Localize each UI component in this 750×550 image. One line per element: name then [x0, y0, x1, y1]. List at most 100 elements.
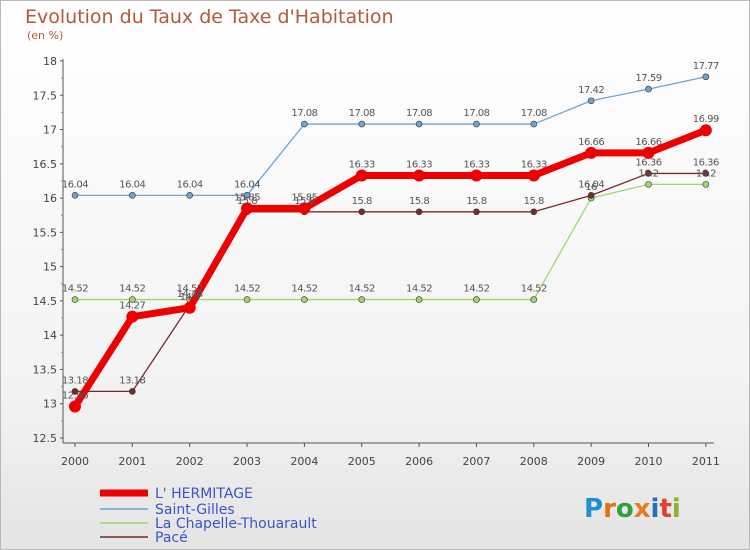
series-point-0 — [699, 124, 712, 137]
series-point-2 — [645, 181, 652, 188]
series-point-1 — [587, 97, 595, 105]
series-point-0 — [585, 146, 598, 159]
data-label-0: 16.33 — [406, 159, 432, 170]
data-label-0: 16.66 — [578, 137, 604, 148]
data-label-0: 16.66 — [635, 137, 661, 148]
data-label-2: 14.52 — [234, 284, 260, 295]
y-tick-label: 15.5 — [33, 226, 58, 239]
y-tick-label: 15 — [43, 261, 57, 274]
data-label-1: 17.08 — [463, 108, 489, 119]
legend-label-3: Pacé — [155, 530, 188, 546]
logo-letter: i — [672, 494, 681, 524]
x-tick-label: 2004 — [290, 455, 318, 468]
series-point-1 — [129, 192, 136, 199]
data-label-2: 14.52 — [463, 284, 489, 295]
data-label-2: 14.52 — [521, 284, 547, 295]
data-label-1: 17.08 — [521, 108, 547, 119]
data-label-1: 17.08 — [291, 108, 317, 119]
x-tick-label: 2003 — [233, 455, 261, 468]
series-point-3 — [587, 192, 595, 199]
series-point-0 — [470, 169, 483, 182]
data-label-2: 16.2 — [696, 168, 716, 179]
data-label-0: 15.85 — [291, 192, 317, 203]
data-label-3: 16.36 — [693, 157, 719, 168]
series-point-1 — [243, 192, 251, 199]
logo-letter: t — [659, 494, 671, 524]
data-label-1: 16.04 — [62, 179, 88, 190]
series-point-1 — [530, 120, 538, 128]
series-point-1 — [415, 120, 423, 128]
series-point-3 — [645, 170, 652, 177]
series-point-2 — [301, 296, 308, 303]
series-line-2 — [75, 183, 706, 301]
series-point-2 — [473, 296, 480, 303]
data-label-2: 16.2 — [638, 168, 658, 179]
series-point-2 — [702, 181, 710, 188]
data-label-1: 17.77 — [693, 61, 719, 72]
y-tick-label: 16.5 — [33, 158, 58, 171]
series-point-2 — [530, 296, 538, 303]
x-tick-label: 2011 — [692, 455, 720, 468]
data-label-1: 17.59 — [635, 73, 661, 84]
data-label-2: 14.52 — [177, 284, 203, 295]
series-point-1 — [186, 192, 193, 199]
series-point-3 — [415, 208, 423, 216]
series-point-3 — [129, 388, 136, 395]
data-label-3: 15.8 — [237, 196, 257, 207]
y-tick-label: 13 — [43, 398, 57, 411]
logo-letter: P — [584, 494, 603, 524]
data-label-2: 14.52 — [62, 284, 88, 295]
data-label-2: 16 — [585, 182, 597, 193]
data-label-3: 13.18 — [62, 375, 88, 386]
legend-label-2: La Chapelle-Thouarault — [155, 516, 317, 532]
data-label-0: 16.99 — [693, 114, 719, 125]
data-label-0: 14.27 — [119, 301, 145, 312]
series-point-1 — [301, 120, 308, 128]
y-tick-label: 12.5 — [33, 432, 58, 445]
data-label-2: 14.52 — [406, 284, 432, 295]
data-label-3: 16.36 — [635, 157, 661, 168]
y-tick-label: 14 — [43, 329, 57, 342]
y-tick-label: 18 — [43, 55, 57, 68]
x-tick-label: 2008 — [520, 455, 548, 468]
data-label-2: 14.52 — [291, 284, 317, 295]
series-point-1 — [473, 120, 480, 128]
series-point-3 — [358, 208, 366, 216]
x-tick-label: 2009 — [577, 455, 605, 468]
proxiti-logo: Proxiti — [584, 494, 681, 524]
data-label-0: 12.96 — [62, 390, 88, 401]
logo-letter: i — [651, 494, 660, 524]
data-label-1: 16.04 — [234, 179, 260, 190]
data-label-0: 14.4 — [180, 292, 200, 303]
x-tick-label: 2006 — [405, 455, 433, 468]
x-tick-label: 2001 — [118, 455, 146, 468]
data-label-3: 14.44 — [177, 289, 203, 300]
y-tick-label: 16 — [43, 192, 57, 205]
x-tick-label: 2000 — [61, 455, 89, 468]
data-label-2: 14.52 — [119, 284, 145, 295]
series-point-0 — [413, 169, 426, 182]
data-label-0: 16.33 — [521, 159, 547, 170]
x-tick-label: 2002 — [176, 455, 204, 468]
y-tick-label: 17 — [43, 124, 57, 137]
series-line-0 — [72, 126, 708, 409]
series-point-0 — [642, 146, 655, 159]
series-point-0 — [298, 202, 311, 215]
series-point-2 — [243, 296, 251, 303]
chart-title: Evolution du Taux de Taxe d'Habitation — [25, 6, 394, 28]
y-tick-label: 13.5 — [33, 363, 58, 376]
data-label-1: 17.08 — [406, 108, 432, 119]
series-line-1 — [75, 76, 706, 196]
series-point-3 — [702, 170, 710, 177]
x-tick-label: 2005 — [348, 455, 376, 468]
series-point-0 — [69, 400, 81, 413]
series-point-1 — [702, 73, 710, 81]
logo-letter: o — [616, 494, 634, 524]
series-point-0 — [241, 202, 254, 215]
series-point-1 — [71, 192, 79, 199]
data-label-1: 16.04 — [119, 179, 145, 190]
series-point-2 — [129, 296, 136, 303]
y-tick-label: 14.5 — [33, 295, 58, 308]
